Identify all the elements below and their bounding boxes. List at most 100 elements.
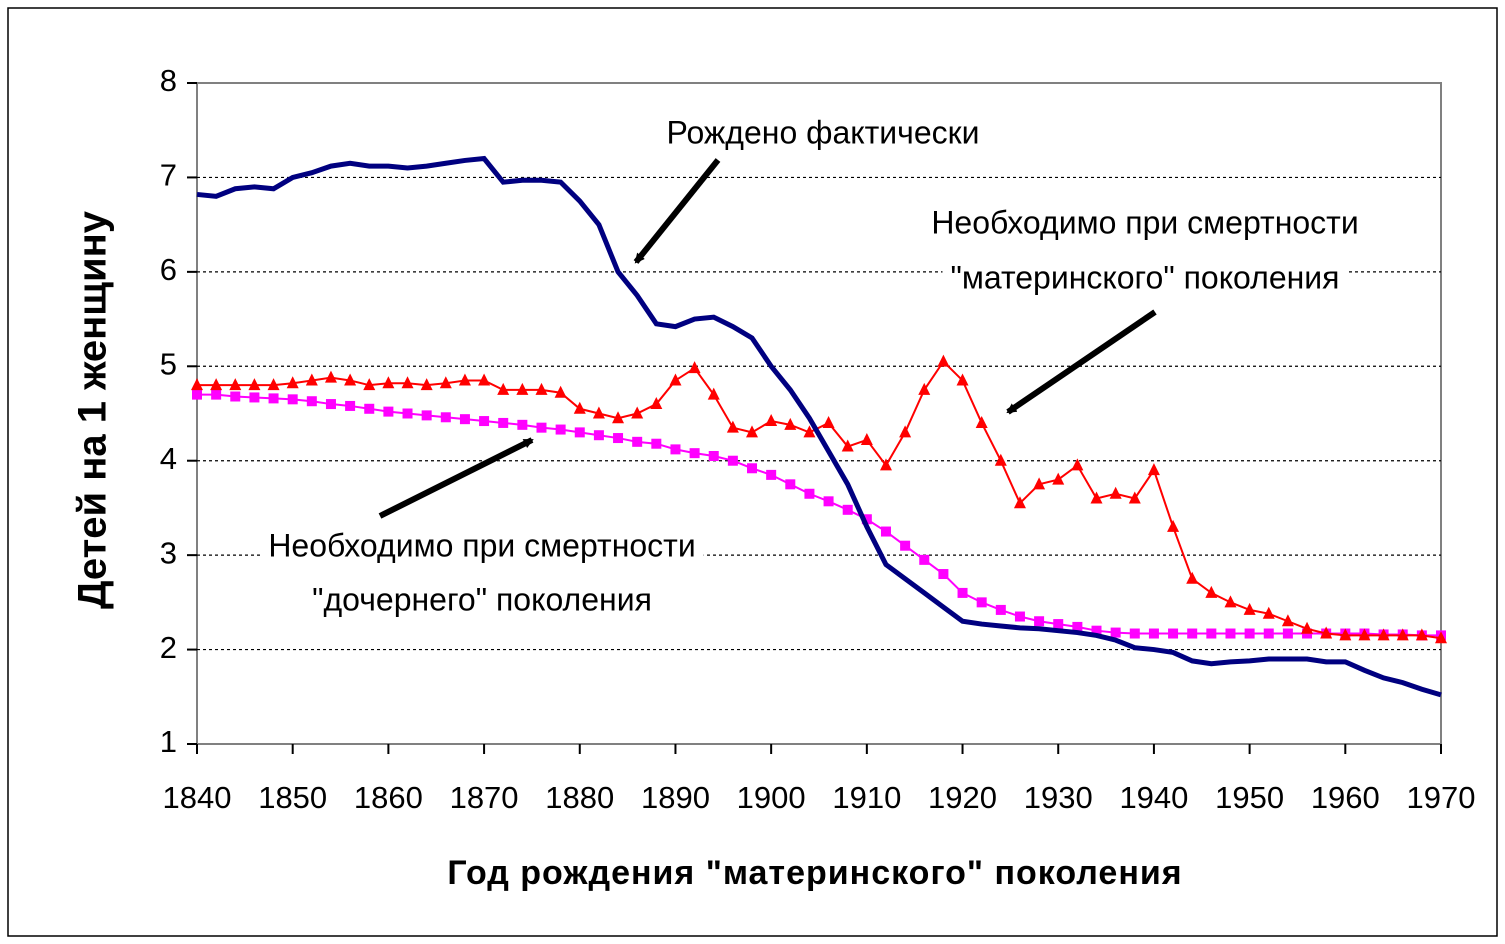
point xyxy=(364,403,375,414)
point xyxy=(344,373,357,386)
point xyxy=(210,378,223,391)
point xyxy=(1053,619,1064,630)
point xyxy=(401,376,414,389)
point xyxy=(1435,631,1447,644)
point xyxy=(976,597,987,608)
point xyxy=(651,438,662,449)
point xyxy=(994,453,1007,466)
x-tick-label: 1970 xyxy=(1407,780,1476,815)
point xyxy=(1262,606,1275,619)
point xyxy=(248,378,261,391)
x-tick-label: 1940 xyxy=(1119,780,1188,815)
point xyxy=(440,412,451,423)
point xyxy=(593,430,604,441)
y-tick-label: 8 xyxy=(160,63,177,98)
point xyxy=(286,376,299,389)
point xyxy=(746,425,759,438)
point xyxy=(1225,628,1236,639)
point xyxy=(612,411,625,424)
point xyxy=(1205,585,1218,598)
point xyxy=(1052,472,1065,485)
point xyxy=(1301,621,1314,634)
x-tick-label: 1890 xyxy=(641,780,710,815)
point xyxy=(439,376,452,389)
point xyxy=(956,373,969,386)
point xyxy=(1186,571,1199,584)
point xyxy=(765,414,778,427)
annotation: Необходимо при смертности xyxy=(931,204,1358,240)
point xyxy=(497,382,510,395)
x-tick-label: 1910 xyxy=(832,780,901,815)
point xyxy=(1282,628,1293,639)
point xyxy=(1320,626,1333,639)
point xyxy=(383,406,394,417)
point xyxy=(957,587,968,598)
point xyxy=(1396,628,1409,641)
point xyxy=(1167,519,1180,532)
point xyxy=(727,455,738,466)
point xyxy=(536,422,547,433)
point xyxy=(900,540,911,551)
point xyxy=(688,361,701,374)
point xyxy=(631,406,644,419)
point xyxy=(421,410,432,421)
point xyxy=(498,417,509,428)
point xyxy=(458,373,471,386)
point xyxy=(230,391,241,402)
point xyxy=(1358,628,1371,641)
point xyxy=(306,396,317,407)
point xyxy=(554,385,567,398)
annotation-bg xyxy=(923,204,1367,241)
x-tick-label: 1960 xyxy=(1311,780,1380,815)
annotation: "материнского" поколения xyxy=(951,259,1340,295)
x-tick-label: 1840 xyxy=(163,780,232,815)
point xyxy=(325,399,336,410)
point xyxy=(841,439,854,452)
point xyxy=(726,420,739,433)
x-tick-label: 1870 xyxy=(450,780,519,815)
point xyxy=(766,469,777,480)
arrow xyxy=(1006,309,1157,415)
point xyxy=(670,444,681,455)
point xyxy=(1415,628,1428,641)
point xyxy=(1147,463,1160,476)
point xyxy=(842,504,853,515)
point xyxy=(402,408,413,419)
point xyxy=(1339,628,1352,641)
point xyxy=(345,400,356,411)
annotation-bg xyxy=(260,527,704,564)
point xyxy=(517,419,528,430)
x-tick-label: 1850 xyxy=(258,780,327,815)
point xyxy=(860,432,873,445)
point xyxy=(1129,628,1140,639)
point xyxy=(632,436,643,447)
point xyxy=(919,554,930,565)
arrow xyxy=(633,158,721,264)
point xyxy=(1071,458,1084,471)
point xyxy=(1244,628,1255,639)
point xyxy=(192,389,202,400)
y-tick-label: 3 xyxy=(160,535,177,570)
point xyxy=(249,392,260,403)
point xyxy=(268,393,279,404)
point xyxy=(267,378,280,391)
x-axis-title: Год рождения "материнского" поколения xyxy=(447,854,1182,892)
point xyxy=(669,373,682,386)
point xyxy=(861,514,872,525)
point xyxy=(420,378,433,391)
point xyxy=(479,416,490,427)
point xyxy=(918,382,931,395)
point xyxy=(899,425,912,438)
point xyxy=(1109,486,1122,499)
point xyxy=(382,376,395,389)
point xyxy=(784,417,797,430)
annotation: Необходимо при смертности xyxy=(268,527,695,563)
point xyxy=(363,378,376,391)
point xyxy=(592,406,605,419)
point xyxy=(879,458,892,471)
point xyxy=(613,433,624,444)
x-tick-label: 1880 xyxy=(545,780,614,815)
point xyxy=(574,427,585,438)
marks xyxy=(191,155,1447,698)
